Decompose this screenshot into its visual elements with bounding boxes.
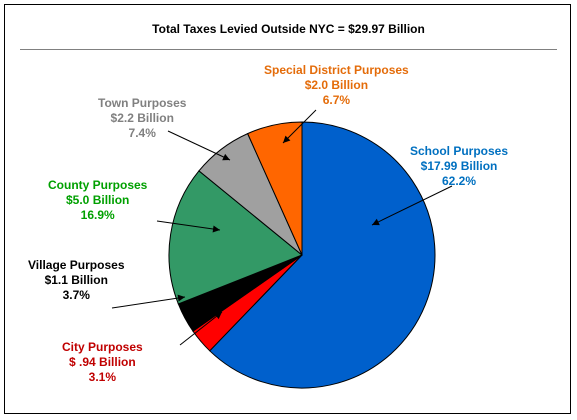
leader-arrowhead <box>214 312 222 320</box>
slice-amount: $2.2 Billion <box>110 111 174 125</box>
label-village-purposes: Village Purposes $1.1 Billion 3.7% <box>28 258 125 303</box>
slice-amount: $5.0 Billion <box>66 193 130 207</box>
slice-percent: 3.1% <box>88 370 117 384</box>
slice-amount: $ .94 Billion <box>69 355 136 369</box>
pie-slice-school-purposes <box>209 121 436 389</box>
label-county-purposes: County Purposes $5.0 Billion 16.9% <box>48 178 147 223</box>
slice-percent: 6.7% <box>322 93 351 107</box>
leader-line-special-district-purposes <box>282 109 317 144</box>
pie-slice-county-purposes <box>168 170 303 305</box>
slice-name: City Purposes <box>62 340 143 354</box>
leader-line-town-purposes <box>167 130 231 161</box>
title-divider <box>20 49 557 50</box>
leader-line-city-purposes <box>179 311 223 346</box>
slice-name: School Purposes <box>410 144 509 158</box>
slice-name: County Purposes <box>48 178 148 192</box>
pie-slice-special-district-purposes <box>246 121 303 256</box>
label-city-purposes: City Purposes $ .94 Billion 3.1% <box>62 340 143 385</box>
label-special-district-purposes: Special District Purposes $2.0 Billion 6… <box>264 63 409 108</box>
leader-arrowhead <box>222 153 230 161</box>
slice-amount: $17.99 Billion <box>420 159 498 173</box>
slice-percent: 3.7% <box>62 288 90 302</box>
leader-line-county-purposes <box>156 220 221 231</box>
slice-name: Village Purposes <box>28 258 125 272</box>
leader-line-village-purposes <box>111 296 186 309</box>
slice-percent: 16.9% <box>80 208 115 222</box>
label-town-purposes: Town Purposes $2.2 Billion 7.4% <box>98 96 186 141</box>
leader-arrowhead <box>283 135 291 143</box>
slice-amount: $1.1 Billion <box>44 273 108 287</box>
leader-arrowhead <box>372 218 380 226</box>
chart-title: Total Taxes Levied Outside NYC = $29.97 … <box>152 22 425 36</box>
leader-line-school-purposes <box>371 185 453 226</box>
label-school-purposes: School Purposes $17.99 Billion 62.2% <box>410 144 508 189</box>
slice-name: Town Purposes <box>98 96 187 110</box>
leader-arrowhead <box>177 294 185 302</box>
slice-name: Special District Purposes <box>264 63 409 77</box>
slice-percent: 7.4% <box>128 126 156 140</box>
leader-arrowhead <box>212 225 220 233</box>
slice-amount: $2.0 Billion <box>304 78 369 92</box>
slice-percent: 62.2% <box>442 174 477 188</box>
